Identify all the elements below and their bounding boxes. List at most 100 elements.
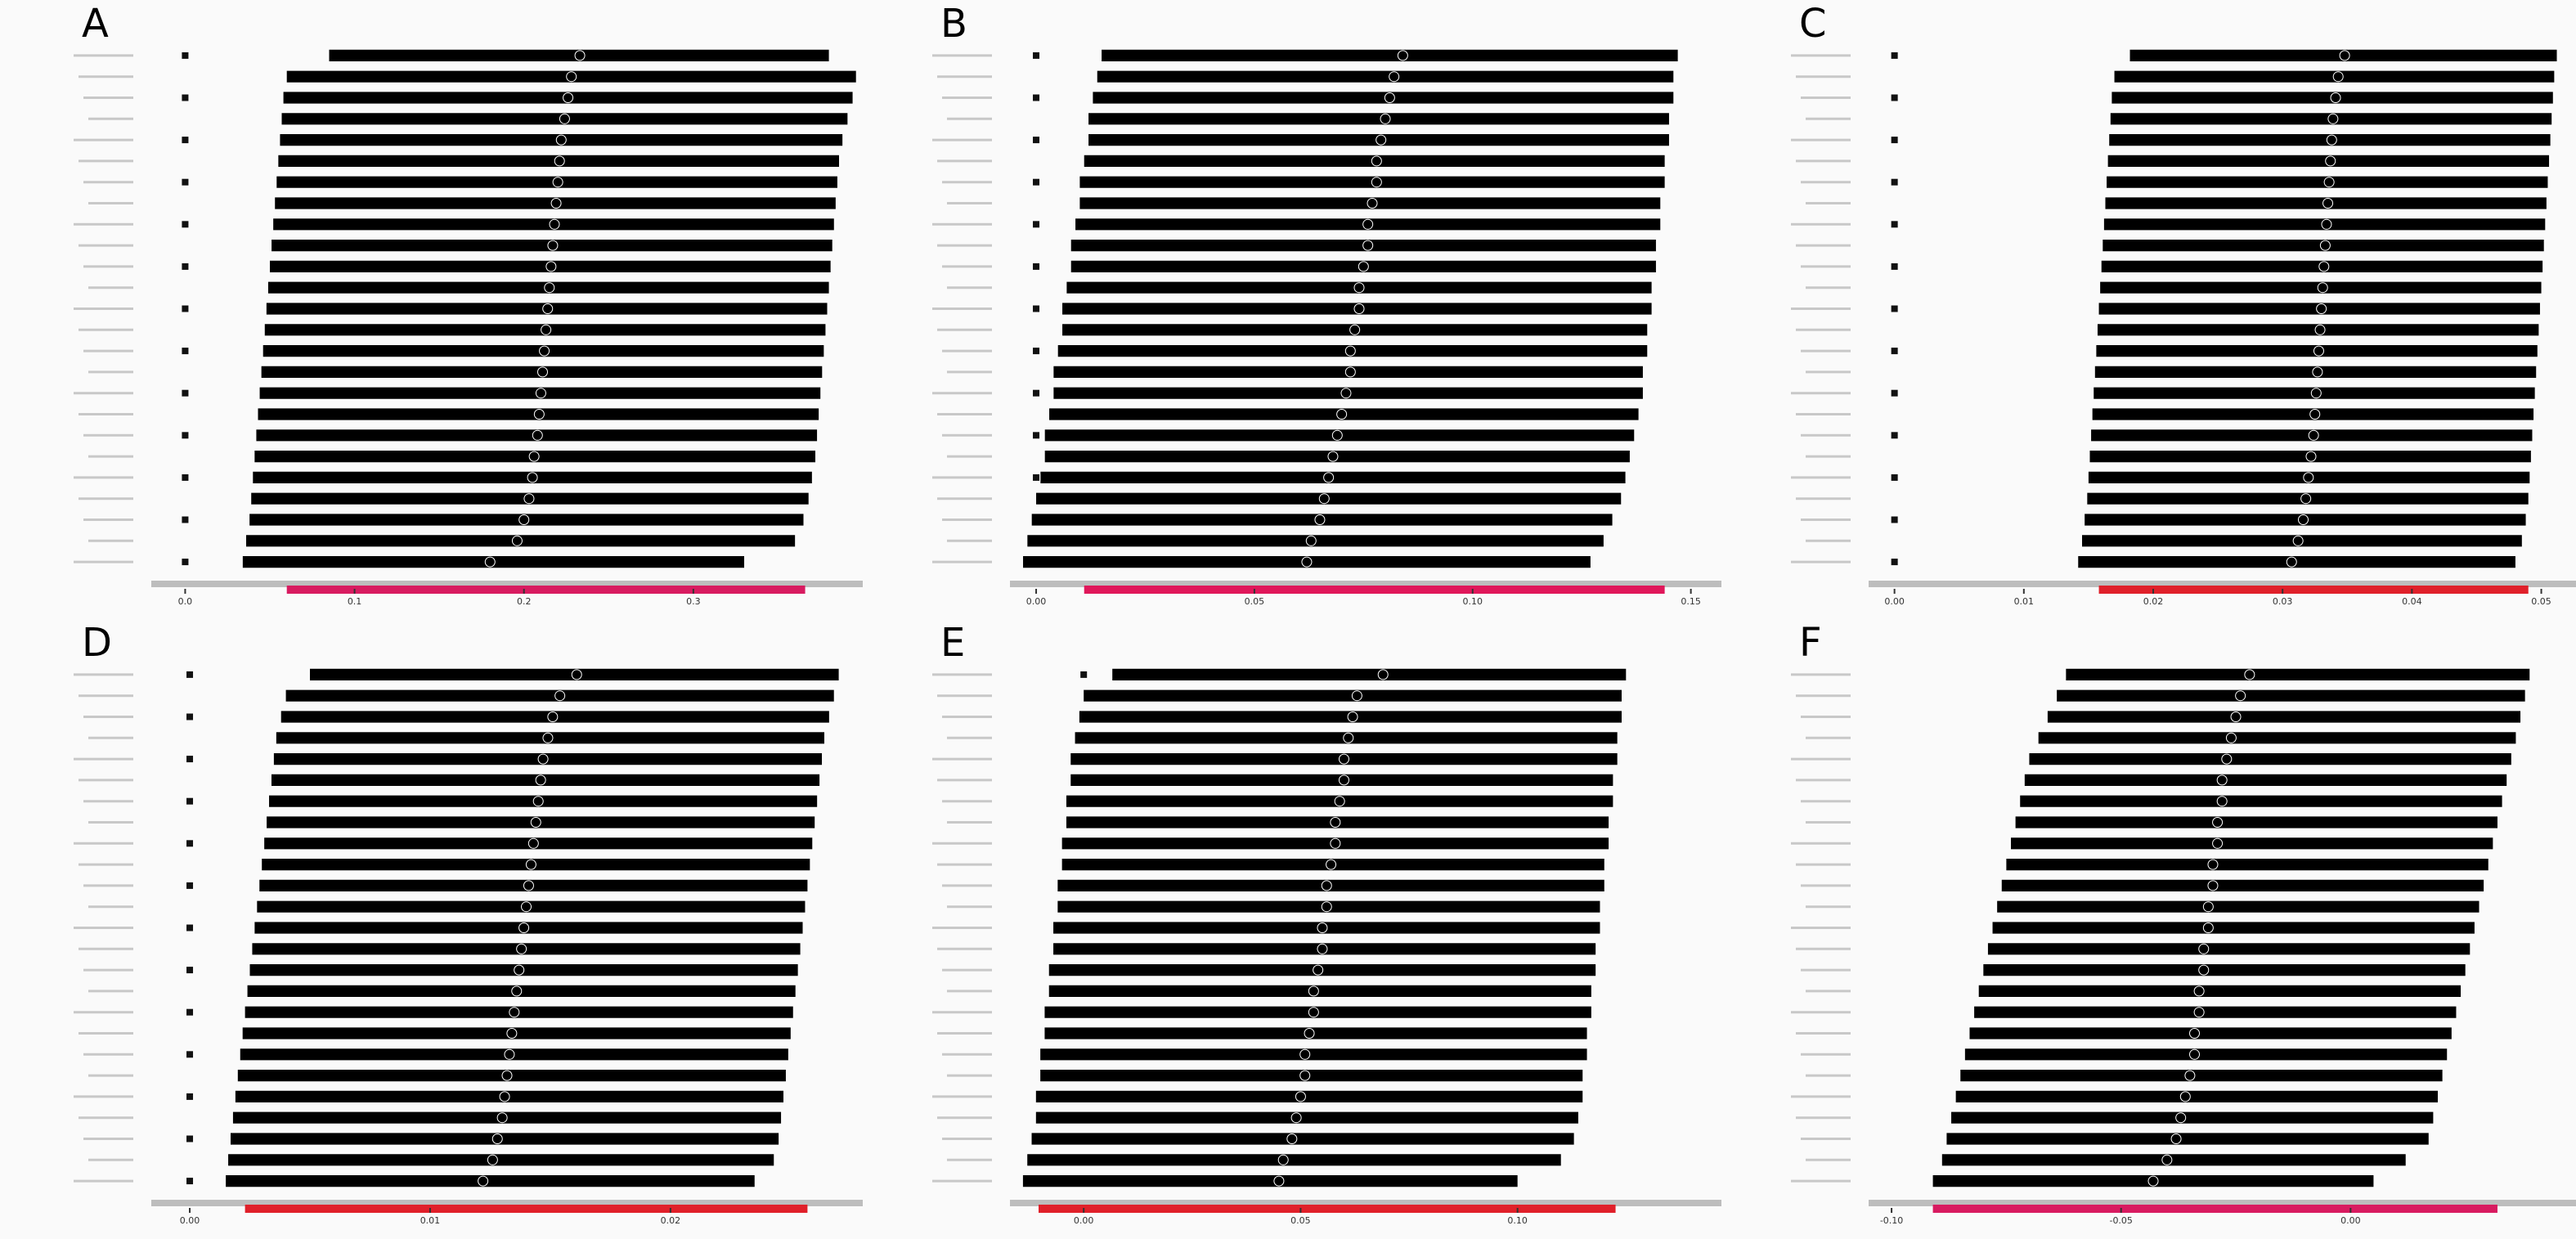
estimate-dot [2235,690,2246,702]
x-tick-label: 0.0 [178,596,193,607]
zero-marker [1033,348,1040,355]
estimate-dot [1286,1134,1298,1144]
estimate-dot [1313,964,1324,976]
estimate-dot [2189,1028,2201,1039]
zero-marker [186,671,194,678]
estimate-dot [1351,690,1362,702]
zero-marker [182,389,189,397]
estimate-dot [518,923,530,933]
estimate-dot [487,1154,498,1165]
estimate-dot [2314,324,2326,335]
estimate-dot [2322,198,2334,209]
estimate-dot [542,303,554,314]
zero-marker [182,474,189,481]
estimate-dot [542,732,554,743]
panel-label: F [1799,620,1822,666]
estimate-dot [1334,796,1345,807]
estimate-dot [1376,134,1387,146]
axis-bar [1010,581,1721,587]
zero-marker [1891,516,1898,523]
zero-marker [1033,94,1040,101]
estimate-dot [2309,409,2321,420]
zero-marker [186,1008,194,1016]
x-tick-label: -0.10 [1880,1215,1903,1226]
estimate-dot [2198,943,2210,954]
axis-bar [151,581,863,587]
estimate-dot [1338,774,1349,786]
estimate-dot [532,429,543,441]
estimate-dot [559,113,570,124]
x-tick-label: 0.1 [348,596,362,607]
estimate-dot [521,901,532,913]
zero-marker [1891,94,1898,101]
estimate-dot [514,964,525,976]
overall-ci [1039,1205,1616,1213]
panel-label: D [82,620,112,666]
zero-marker [182,52,189,59]
estimate-dot [1371,155,1382,167]
estimate-dot [509,1007,520,1018]
zero-marker [182,516,189,523]
estimate-dot [1377,669,1389,680]
estimate-dot [2308,429,2319,441]
zero-marker [1033,137,1040,144]
x-tick-label: 0.00 [1884,596,1905,607]
zero-marker [1033,432,1040,439]
x-tick-label: 0.00 [2340,1215,2361,1226]
zero-marker [1891,305,1898,312]
x-tick-label: 0.02 [661,1215,681,1226]
estimate-dot [2221,753,2233,765]
estimate-dot [545,261,557,272]
estimate-dot [1273,1175,1285,1187]
estimate-dot [2212,837,2224,849]
estimate-dot [516,943,527,954]
estimate-dot [2184,1070,2196,1081]
estimate-dot [1317,943,1328,954]
zero-marker [1891,52,1898,59]
zero-marker [1891,559,1898,566]
estimate-dot [537,753,549,765]
x-tick-label: 0.10 [1463,596,1483,607]
zero-marker [182,263,189,270]
zero-marker [182,559,189,566]
overall-ci [286,586,806,594]
x-tick-label: 0.2 [517,596,532,607]
estimate-dot [566,71,577,83]
estimate-dot [2310,388,2322,399]
estimate-dot [539,345,550,357]
estimate-dot [2193,985,2205,997]
estimate-dot [555,134,567,146]
estimate-dot [2323,177,2335,188]
x-tick-label: 0.04 [2402,596,2422,607]
estimate-dot [2207,880,2219,891]
estimate-dot [533,409,545,420]
estimate-dot [563,92,574,103]
estimate-dot [2313,345,2324,357]
estimate-dot [1347,712,1358,722]
estimate-dot [1344,366,1356,378]
estimate-dot [2161,1154,2173,1165]
x-tick-label: 0.10 [1507,1215,1528,1226]
estimate-dot [506,1028,518,1039]
x-tick-label: 0.00 [180,1215,200,1226]
estimate-dot [1362,218,1374,230]
x-tick-label: 0.05 [2531,596,2551,607]
zero-marker [1891,137,1898,144]
zero-marker [182,137,189,144]
estimate-dot [1301,556,1313,568]
x-tick-label: 0.02 [2143,596,2164,607]
zero-marker [1033,263,1040,270]
panel-label: C [1799,1,1827,47]
zero-marker [186,1093,194,1100]
estimate-dot [1326,859,1337,870]
estimate-dot [2216,774,2228,786]
estimate-dot [491,1134,503,1144]
panel-label: E [940,620,965,666]
zero-marker [1033,474,1040,481]
estimate-dot [1353,282,1365,294]
overall-ci [2098,586,2529,594]
x-tick-label: 0.05 [1245,596,1265,607]
estimate-dot [2292,535,2304,546]
